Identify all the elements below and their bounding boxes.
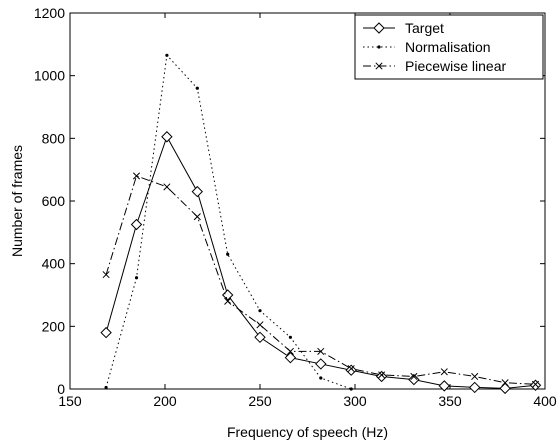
data-point-normalisation bbox=[104, 385, 108, 390]
x-tick-label: 300 bbox=[343, 393, 367, 409]
y-axis-title: Number of frames bbox=[9, 145, 25, 257]
x-tick-label: 250 bbox=[248, 393, 272, 409]
legend-marker-piecewise-linear bbox=[375, 62, 383, 70]
y-tick-label: 0 bbox=[57, 381, 65, 397]
data-point-target bbox=[221, 289, 234, 301]
data-point-piecewise-linear bbox=[102, 271, 110, 279]
y-tick-label: 600 bbox=[42, 193, 66, 209]
legend-label-target: Target bbox=[405, 20, 444, 36]
series-normalisation bbox=[104, 53, 353, 391]
data-point-piecewise-linear bbox=[163, 183, 171, 191]
data-point-target bbox=[161, 131, 173, 143]
data-point-piecewise-linear bbox=[224, 297, 232, 305]
data-point-normalisation bbox=[134, 276, 139, 280]
legend-marker-normalisation bbox=[377, 45, 381, 49]
x-tick-label: 150 bbox=[58, 393, 82, 409]
data-point-piecewise-linear bbox=[501, 379, 509, 387]
legend-entry-piecewise-linear: Piecewise linear bbox=[363, 58, 506, 74]
axis-ticks: 150 200 250 300 350 400 0 200 400 600 800 1000 1200 bbox=[34, 5, 557, 409]
data-point-piecewise-linear bbox=[410, 372, 418, 381]
x-tick-label: 350 bbox=[438, 393, 462, 409]
data-point-target bbox=[191, 185, 204, 198]
data-point-target bbox=[315, 358, 327, 370]
series-line-piecewise-linear bbox=[105, 175, 536, 385]
data-point-piecewise-linear bbox=[347, 365, 355, 373]
data-point-target bbox=[468, 381, 481, 394]
data-point-target bbox=[375, 370, 388, 383]
y-tick-label: 1000 bbox=[34, 68, 65, 84]
data-point-normalisation bbox=[258, 309, 262, 313]
y-tick-label: 800 bbox=[42, 130, 66, 146]
legend-label-normalisation: Normalisation bbox=[405, 39, 491, 55]
data-point-piecewise-linear bbox=[317, 347, 325, 355]
data-point-target bbox=[284, 351, 297, 364]
data-point-target bbox=[254, 331, 266, 344]
data-point-normalisation bbox=[288, 335, 292, 339]
data-point-normalisation bbox=[195, 86, 199, 90]
data-point-piecewise-linear bbox=[471, 372, 479, 381]
y-tick-label: 1200 bbox=[34, 5, 65, 21]
data-point-target bbox=[408, 373, 420, 386]
data-point-normalisation bbox=[349, 387, 353, 391]
data-point-normalisation bbox=[165, 53, 169, 57]
data-point-piecewise-linear bbox=[256, 321, 264, 329]
data-point-target bbox=[499, 382, 511, 395]
data-point-piecewise-linear bbox=[286, 347, 294, 355]
legend-sample-target bbox=[363, 22, 395, 34]
plot-area: 150 200 250 300 350 400 0 200 400 600 800 1000 1200 bbox=[34, 5, 557, 409]
x-tick-label: 200 bbox=[153, 393, 177, 409]
data-point-normalisation bbox=[319, 376, 323, 380]
legend-entry-target: Target bbox=[363, 20, 444, 36]
y-tick-label: 400 bbox=[42, 256, 66, 272]
data-point-target bbox=[100, 326, 112, 339]
legend-sample-normalisation bbox=[363, 45, 395, 49]
legend-sample-piecewise-linear bbox=[363, 62, 395, 70]
data-point-normalisation bbox=[226, 252, 230, 256]
data-point-target bbox=[529, 379, 542, 391]
x-tick-label: 400 bbox=[533, 393, 557, 409]
data-point-piecewise-linear bbox=[193, 213, 201, 221]
legend-marker-target bbox=[373, 22, 385, 34]
data-point-target bbox=[438, 380, 451, 392]
data-point-piecewise-linear bbox=[531, 380, 540, 388]
series-piecewise-linear bbox=[102, 172, 540, 388]
y-tick-label: 200 bbox=[42, 318, 66, 334]
data-point-piecewise-linear bbox=[132, 172, 141, 180]
series-target bbox=[100, 131, 542, 395]
legend: Target Normalisation Piecewise linear bbox=[354, 14, 544, 80]
data-point-piecewise-linear bbox=[440, 368, 448, 376]
data-point-target bbox=[345, 364, 357, 376]
series-layer bbox=[100, 53, 542, 395]
series-line-target bbox=[105, 135, 536, 389]
data-point-piecewise-linear bbox=[378, 371, 386, 379]
legend-entry-normalisation: Normalisation bbox=[363, 39, 491, 55]
series-line-normalisation bbox=[105, 54, 352, 390]
legend-label-piecewise-linear: Piecewise linear bbox=[405, 58, 506, 74]
data-point-target bbox=[130, 218, 143, 231]
x-axis-title: Frequency of speech (Hz) bbox=[227, 424, 388, 440]
